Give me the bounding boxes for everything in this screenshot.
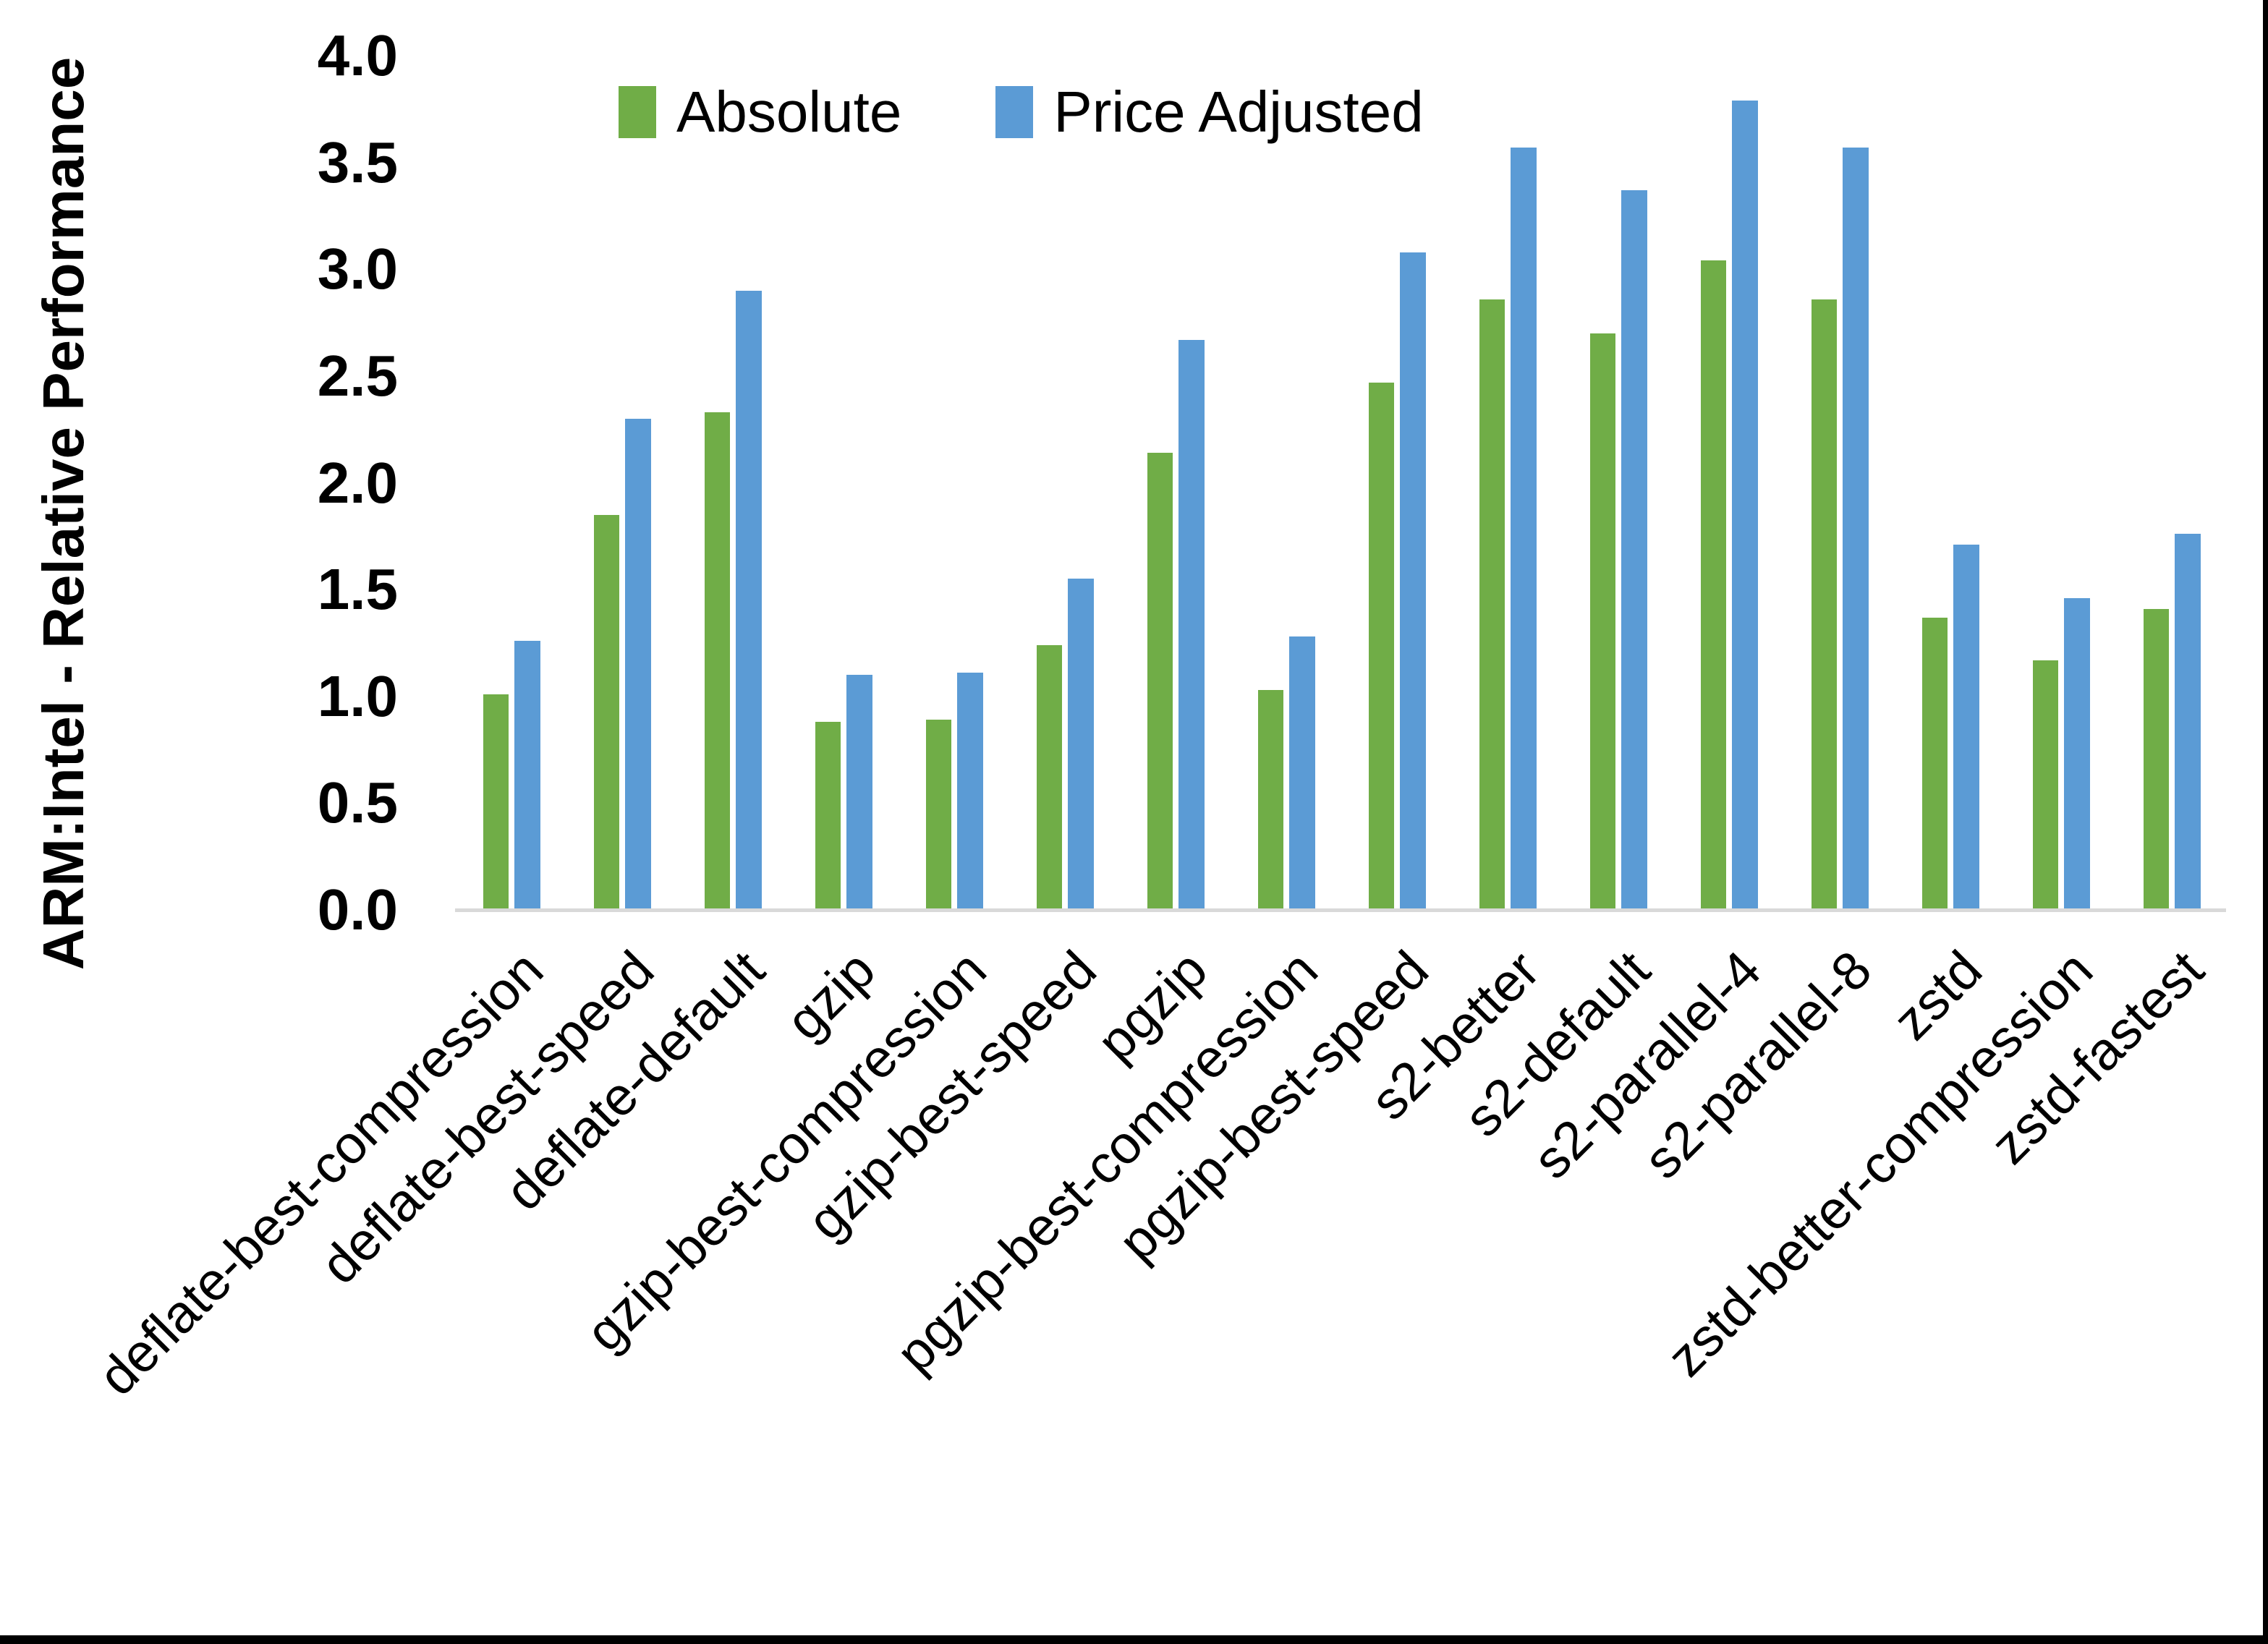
- bar-absolute-deflate-default: [705, 412, 730, 910]
- legend-swatch-absolute: [619, 86, 656, 138]
- bar-price-adjusted-gzip: [846, 675, 872, 910]
- bar-price-adjusted-pgzip-best-compression: [1289, 636, 1315, 910]
- y-tick-label-1.0: 1.0: [317, 663, 398, 728]
- bar-price-adjusted-gzip-best-speed: [1068, 579, 1094, 910]
- y-tick-label-0.5: 0.5: [317, 770, 398, 835]
- bar-price-adjusted-deflate-default: [736, 291, 762, 910]
- bar-absolute-pgzip: [1147, 453, 1173, 910]
- bar-price-adjusted-deflate-best-compression: [514, 641, 540, 910]
- y-tick-label-4.0: 4.0: [317, 23, 398, 88]
- bar-price-adjusted-pgzip: [1178, 340, 1205, 910]
- x-axis-line: [455, 908, 2226, 912]
- legend-label-absolute: Absolute: [676, 80, 902, 144]
- bar-absolute-s2-better: [1479, 299, 1505, 910]
- legend-item-absolute: Absolute: [619, 81, 901, 143]
- bar-absolute-deflate-best-compression: [483, 694, 509, 910]
- y-tick-label-2.5: 2.5: [317, 343, 398, 408]
- bar-absolute-zstd-better-compression: [2033, 660, 2058, 910]
- bar-absolute-zstd: [1922, 618, 1948, 910]
- bar-absolute-pgzip-best-speed: [1369, 383, 1394, 910]
- bar-price-adjusted-pgzip-best-speed: [1400, 252, 1426, 910]
- y-tick-label-1.5: 1.5: [317, 557, 398, 622]
- bar-price-adjusted-deflate-best-speed: [625, 419, 651, 910]
- y-tick-label-2.0: 2.0: [317, 450, 398, 515]
- window-border-bottom: [0, 1635, 2268, 1644]
- bar-price-adjusted-s2-parallel-8: [1843, 148, 1869, 910]
- bar-price-adjusted-s2-better: [1511, 148, 1537, 910]
- bar-absolute-gzip-best-compression: [926, 720, 951, 910]
- bar-price-adjusted-gzip-best-compression: [957, 673, 983, 910]
- bar-price-adjusted-zstd-better-compression: [2064, 598, 2090, 910]
- bar-price-adjusted-zstd: [1953, 545, 1979, 910]
- x-label-deflate-best-compression: deflate-best-compression: [87, 939, 555, 1407]
- y-tick-label-3.0: 3.0: [317, 237, 398, 302]
- legend-label-price-adjusted: Price Adjusted: [1053, 80, 1424, 144]
- legend-item-price-adjusted: Price Adjusted: [995, 80, 1424, 144]
- bar-absolute-deflate-best-speed: [594, 515, 619, 910]
- legend: Absolute Price Adjusted: [619, 81, 1424, 143]
- bar-absolute-pgzip-best-compression: [1258, 690, 1283, 910]
- legend-swatch-price-adjusted: [995, 86, 1034, 138]
- bar-absolute-zstd-fastest: [2144, 609, 2169, 910]
- y-tick-label-3.5: 3.5: [317, 129, 398, 195]
- bar-price-adjusted-zstd-fastest: [2175, 534, 2201, 910]
- bar-absolute-s2-default: [1590, 333, 1615, 910]
- plot-area: [455, 0, 2226, 910]
- bar-absolute-gzip: [815, 722, 841, 910]
- y-tick-label-0.0: 0.0: [317, 877, 398, 942]
- bar-absolute-s2-parallel-4: [1701, 260, 1726, 910]
- bar-absolute-gzip-best-speed: [1037, 645, 1062, 910]
- bar-price-adjusted-s2-parallel-4: [1732, 101, 1758, 910]
- bar-price-adjusted-s2-default: [1621, 190, 1647, 910]
- bar-absolute-s2-parallel-8: [1812, 299, 1837, 910]
- window-border-right: [2263, 0, 2268, 1644]
